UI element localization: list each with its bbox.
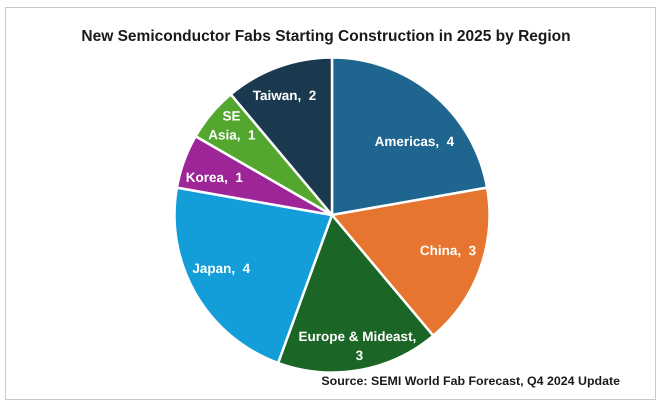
svg-text:Japan, 4: Japan, 4 — [192, 261, 250, 276]
svg-text:Korea, 1: Korea, 1 — [186, 170, 244, 185]
svg-text:Asia, 1: Asia, 1 — [208, 127, 256, 142]
svg-text:Taiwan, 2: Taiwan, 2 — [253, 88, 317, 103]
svg-text:China, 3: China, 3 — [420, 243, 477, 258]
svg-text:SE: SE — [223, 108, 241, 123]
svg-text:Europe & Mideast,: Europe & Mideast, — [299, 329, 417, 344]
svg-text:Americas, 4: Americas, 4 — [375, 134, 455, 149]
svg-text:3: 3 — [356, 348, 364, 363]
